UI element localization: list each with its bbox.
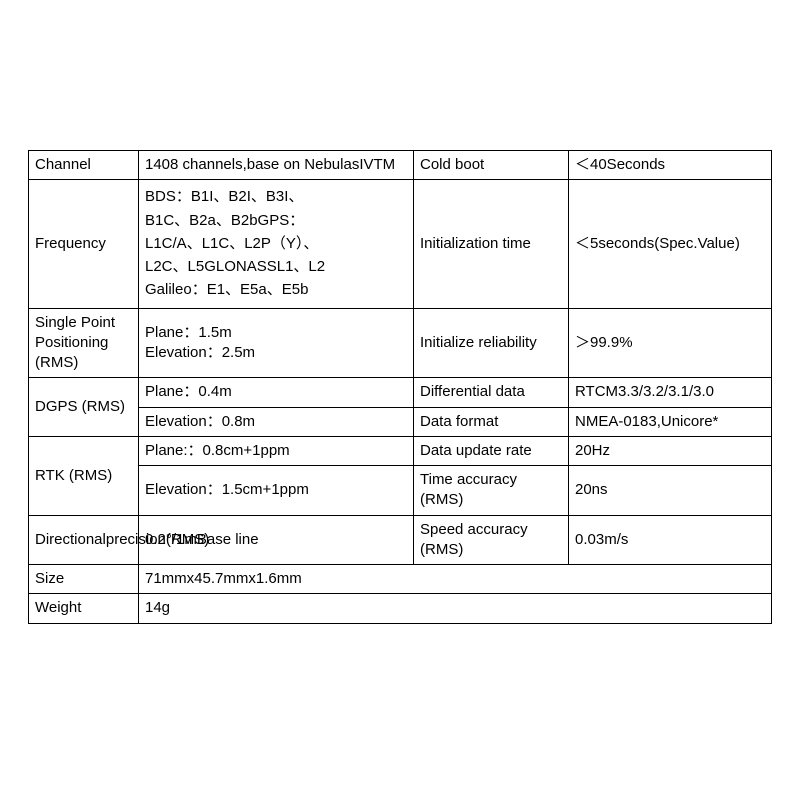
cell-value: 20ns xyxy=(569,466,772,516)
table-row: Weight 14g xyxy=(29,594,772,623)
cell-value: Plane:：0.8cm+1ppm xyxy=(139,436,414,465)
cell-value: Plane：1.5m Elevation：2.5m xyxy=(139,308,414,378)
cell-label: Channel xyxy=(29,151,139,180)
cell-value: Plane：0.4m xyxy=(139,378,414,407)
table-row: Single Point Positioning (RMS) Plane：1.5… xyxy=(29,308,772,378)
table-row: DGPS (RMS) Plane：0.4m Differential data … xyxy=(29,378,772,407)
cell-label: Frequency xyxy=(29,180,139,308)
cell-label: Initialization time xyxy=(414,180,569,308)
cell-label: Weight xyxy=(29,594,139,623)
cell-label: Initialize reliability xyxy=(414,308,569,378)
table-row: Directionalprecision(RMS) 0.2°/1mBase li… xyxy=(29,515,772,565)
table-row: RTK (RMS) Plane:：0.8cm+1ppm Data update … xyxy=(29,436,772,465)
cell-line: Elevation：2.5m xyxy=(145,343,407,363)
cell-label: Cold boot xyxy=(414,151,569,180)
cell-value: 14g xyxy=(139,594,772,623)
cell-value: 0.2°/1mBase line xyxy=(139,515,414,565)
cell-label: Speed accuracy (RMS) xyxy=(414,515,569,565)
spec-table: Channel 1408 channels,base on NebulasIVT… xyxy=(28,150,772,624)
cell-value: 71mmx45.7mmx1.6mm xyxy=(139,565,772,594)
cell-label: Time accuracy (RMS) xyxy=(414,466,569,516)
freq-line: B1C、B2a、B2bGPS： xyxy=(145,211,407,231)
cell-value: BDS：B1I、B2I、B3I、 B1C、B2a、B2bGPS： L1C/A、L… xyxy=(139,180,414,308)
freq-line: L1C/A、L1C、L2P（Y）、 xyxy=(145,234,407,254)
table-row: Elevation：0.8m Data format NMEA-0183,Uni… xyxy=(29,407,772,436)
freq-line: Galileo：E1、E5a、E5b xyxy=(145,280,407,300)
cell-value: 0.03m/s xyxy=(569,515,772,565)
table-row: Channel 1408 channels,base on NebulasIVT… xyxy=(29,151,772,180)
cell-label: Single Point Positioning (RMS) xyxy=(29,308,139,378)
cell-value: ＜40Seconds xyxy=(569,151,772,180)
cell-label: Data update rate xyxy=(414,436,569,465)
cell-value: 20Hz xyxy=(569,436,772,465)
cell-value: Elevation：0.8m xyxy=(139,407,414,436)
table-row: Size 71mmx45.7mmx1.6mm xyxy=(29,565,772,594)
cell-value: NMEA-0183,Unicore* xyxy=(569,407,772,436)
cell-value: RTCM3.3/3.2/3.1/3.0 xyxy=(569,378,772,407)
cell-label: Directionalprecision(RMS) xyxy=(29,515,139,565)
table-row: Frequency BDS：B1I、B2I、B3I、 B1C、B2a、B2bGP… xyxy=(29,180,772,308)
cell-label: DGPS (RMS) xyxy=(29,378,139,437)
cell-label: Data format xyxy=(414,407,569,436)
table-row: Elevation：1.5cm+1ppm Time accuracy (RMS)… xyxy=(29,466,772,516)
cell-label: Size xyxy=(29,565,139,594)
freq-line: BDS：B1I、B2I、B3I、 xyxy=(145,187,407,207)
cell-value: ＞99.9% xyxy=(569,308,772,378)
cell-label: Differential data xyxy=(414,378,569,407)
cell-label: RTK (RMS) xyxy=(29,436,139,515)
cell-line: Plane：1.5m xyxy=(145,323,407,343)
cell-value: 1408 channels,base on NebulasIVTM xyxy=(139,151,414,180)
freq-line: L2C、L5GLONASSL1、L2 xyxy=(145,257,407,277)
cell-value: Elevation：1.5cm+1ppm xyxy=(139,466,414,516)
cell-value: ＜5seconds(Spec.Value) xyxy=(569,180,772,308)
